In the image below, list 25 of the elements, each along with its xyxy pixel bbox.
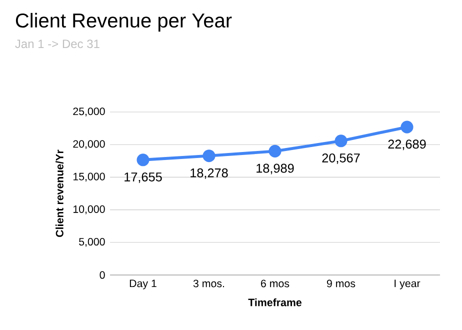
- data-label: 18,989: [256, 164, 294, 174]
- y-tick-label: 5,000: [79, 238, 105, 247]
- chart-subtitle: Jan 1 -> Dec 31: [15, 40, 100, 48]
- x-tick-label: Day 1: [130, 280, 156, 290]
- x-tick-label: 6 mos: [261, 280, 290, 288]
- point: [136, 154, 150, 166]
- point: [400, 120, 414, 134]
- point: [202, 150, 216, 162]
- data-label: 22,689: [388, 140, 426, 150]
- y-tick-label: 10,000: [73, 205, 105, 214]
- y-tick-label: 20,000: [73, 140, 105, 150]
- x-tick-label: 3 mos.: [193, 280, 224, 288]
- x-tick-label: 9 mos: [326, 280, 356, 288]
- data-label: 20,567: [322, 153, 360, 164]
- data-label: 18,278: [190, 168, 228, 179]
- point: [268, 144, 282, 158]
- point: [334, 134, 348, 148]
- y-tick-label: 15,000: [73, 172, 105, 182]
- y-axis-title: Client revenue/Yr: [56, 150, 64, 237]
- x-axis-title: Timeframe: [248, 298, 302, 306]
- data-label: 17,655: [124, 172, 162, 183]
- y-tick-label: 0: [100, 271, 105, 279]
- chart-title: Client Revenue per Year: [16, 12, 232, 32]
- y-tick-label: 25,000: [73, 108, 105, 116]
- x-tick-label: I year: [394, 280, 420, 290]
